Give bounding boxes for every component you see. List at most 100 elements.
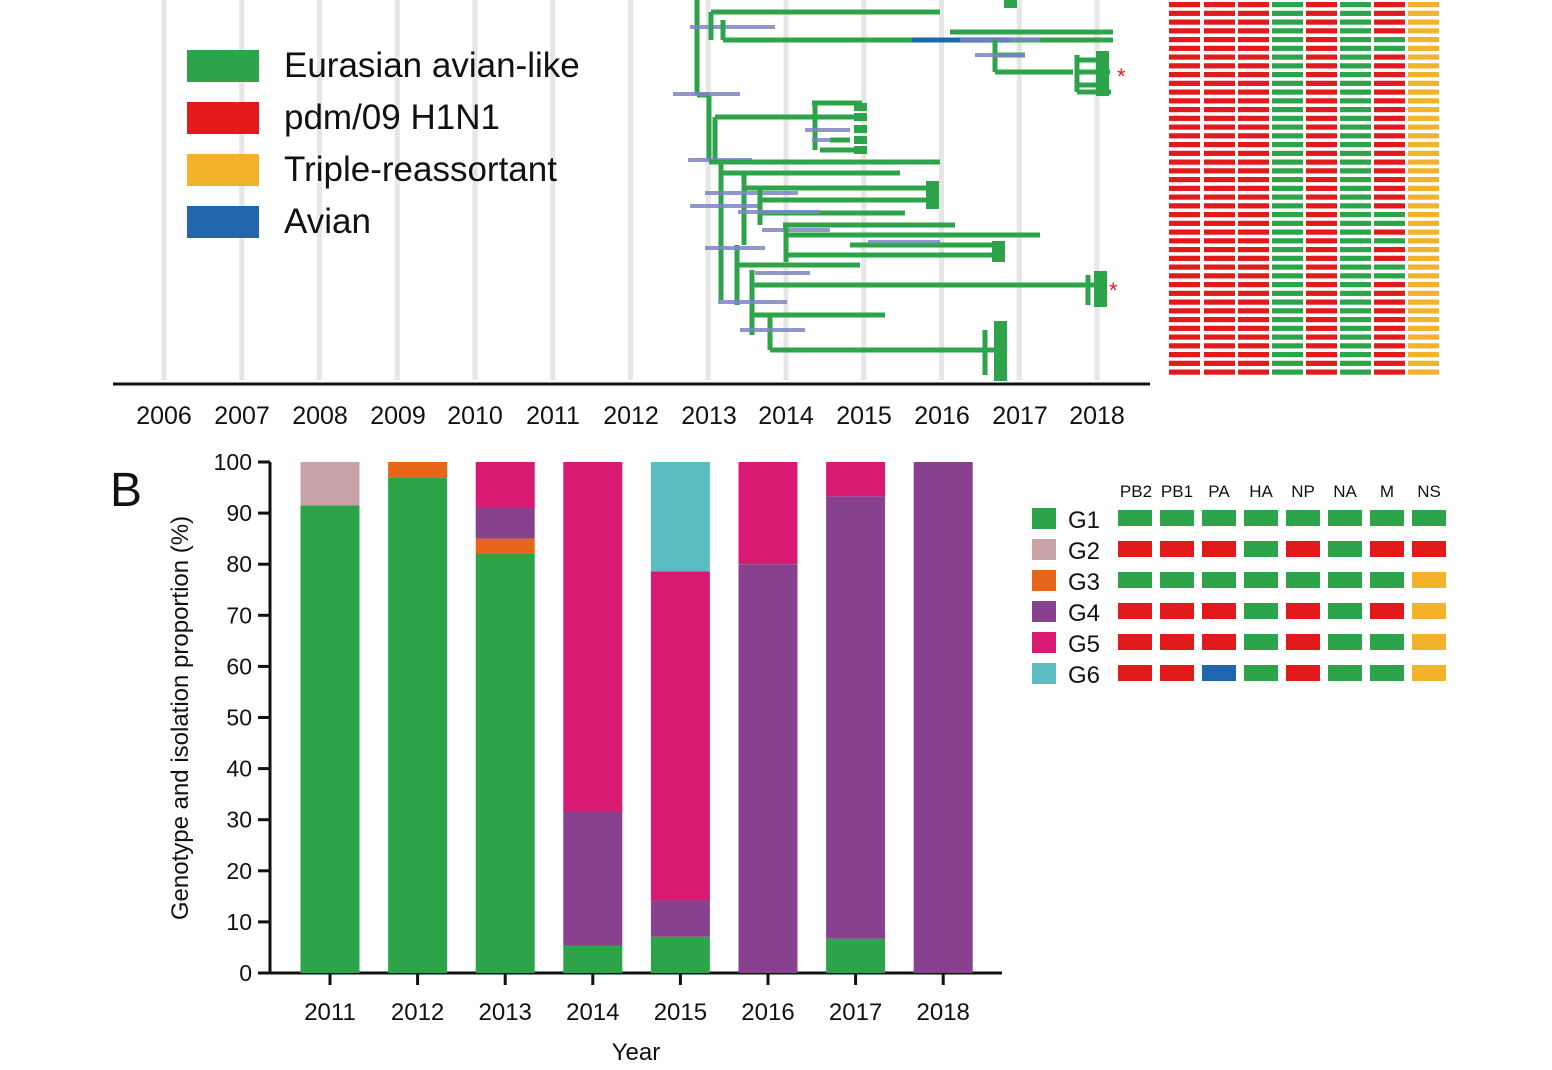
- segment-cell: [1238, 220, 1269, 226]
- segment-cell: [1374, 220, 1405, 226]
- segment-cell: [1272, 325, 1303, 331]
- segment-cell: [1340, 45, 1371, 51]
- genotype-segment-cell: [1244, 510, 1278, 526]
- segment-cell: [1272, 185, 1303, 191]
- segment-cell: [1306, 10, 1337, 16]
- tree-tip: [994, 343, 1007, 351]
- segment-cell: [1204, 255, 1235, 261]
- segment-cell: [1272, 115, 1303, 121]
- segment-cell: [1340, 282, 1371, 288]
- segment-cell: [1374, 185, 1405, 191]
- segment-cell: [1340, 72, 1371, 78]
- segment-cell: [1204, 168, 1235, 174]
- segment-cell: [1408, 115, 1439, 121]
- segment-cell: [1408, 194, 1439, 200]
- segment-cell: [1169, 98, 1200, 104]
- segment-cell: [1169, 10, 1200, 16]
- segment-cell: [1272, 107, 1303, 113]
- bar-segment-g4: [738, 564, 798, 973]
- segment-cell: [1204, 45, 1235, 51]
- y-tick-label: 80: [226, 551, 252, 577]
- segment-cell: [1306, 238, 1337, 244]
- segment-cell: [1306, 150, 1337, 156]
- segment-cell: [1238, 273, 1269, 279]
- segment-cell: [1169, 115, 1200, 121]
- segment-cell: [1408, 185, 1439, 191]
- genotype-segment-cell: [1160, 634, 1194, 650]
- segment-cell: [1204, 72, 1235, 78]
- year-label: 2008: [292, 402, 348, 430]
- segment-cell: [1169, 282, 1200, 288]
- segment-cell: [1238, 247, 1269, 253]
- segment-cell: [1340, 194, 1371, 200]
- genotype-label: G2: [1068, 538, 1100, 565]
- segment-cell: [1408, 98, 1439, 104]
- segment-header: PB2: [1120, 482, 1152, 501]
- segment-cell: [1340, 133, 1371, 139]
- genotype-segment-cell: [1286, 572, 1320, 588]
- segment-cell: [1306, 54, 1337, 60]
- segment-cell: [1169, 107, 1200, 113]
- genotype-label: G4: [1068, 600, 1100, 627]
- segment-cell: [1340, 168, 1371, 174]
- segment-cell: [1169, 185, 1200, 191]
- segment-cell: [1272, 317, 1303, 323]
- segment-cell: [1408, 203, 1439, 209]
- genotype-label: G6: [1068, 662, 1100, 689]
- bar-segment-g5: [475, 462, 535, 508]
- segment-cell: [1408, 352, 1439, 358]
- segment-cell: [1408, 308, 1439, 314]
- bar-segment-g1: [300, 505, 360, 973]
- segment-cell: [1374, 54, 1405, 60]
- segment-cell: [1408, 28, 1439, 34]
- y-axis-ticks: 0 10 20 30 40 50 60 70 80 90 100: [214, 449, 270, 986]
- y-tick-label: 40: [226, 756, 252, 782]
- segment-cell: [1340, 369, 1371, 375]
- segment-cell: [1169, 45, 1200, 51]
- segment-cell: [1306, 229, 1337, 235]
- genotype-swatch-g4: [1032, 601, 1056, 622]
- segment-cell: [1238, 54, 1269, 60]
- segment-cell: [1169, 290, 1200, 296]
- segment-cell: [1204, 369, 1235, 375]
- segment-cell: [1169, 247, 1200, 253]
- segment-cell: [1374, 72, 1405, 78]
- segment-cell: [1169, 343, 1200, 349]
- genotype-segment-cell: [1286, 603, 1320, 619]
- genotype-segment-cell: [1412, 603, 1446, 619]
- segment-cell: [1340, 2, 1371, 8]
- segment-cell: [1340, 308, 1371, 314]
- genotype-segment-cell: [1286, 510, 1320, 526]
- segment-cell: [1204, 80, 1235, 86]
- segment-cell: [1374, 238, 1405, 244]
- asterisk-marker: *: [1117, 64, 1126, 89]
- segment-cell: [1340, 10, 1371, 16]
- segment-cell: [1204, 19, 1235, 25]
- segment-cell: [1204, 150, 1235, 156]
- year-label: 2010: [447, 402, 503, 430]
- segment-cell: [1272, 124, 1303, 130]
- segment-cell: [1238, 290, 1269, 296]
- segment-cell: [1272, 63, 1303, 69]
- segment-cell: [1408, 334, 1439, 340]
- segment-cell: [1272, 343, 1303, 349]
- year-label: 2016: [914, 402, 970, 430]
- tree-tip: [1096, 81, 1109, 89]
- y-tick-label: 70: [226, 602, 252, 628]
- segment-cell: [1408, 229, 1439, 235]
- tree-tip: [994, 366, 1007, 374]
- segment-cell: [1169, 177, 1200, 183]
- segment-cell: [1238, 308, 1269, 314]
- segment-cell: [1238, 369, 1269, 375]
- segment-cell: [1169, 63, 1200, 69]
- year-label: 2012: [603, 402, 659, 430]
- segment-cell: [1374, 89, 1405, 95]
- tree-tip: [994, 373, 1007, 381]
- segment-cell: [1169, 2, 1200, 8]
- segment-cell: [1169, 142, 1200, 148]
- genotype-segment-cell: [1370, 665, 1404, 681]
- segment-cell: [1340, 107, 1371, 113]
- segment-cell: [1204, 37, 1235, 43]
- segment-cell: [1169, 273, 1200, 279]
- segment-cell: [1374, 142, 1405, 148]
